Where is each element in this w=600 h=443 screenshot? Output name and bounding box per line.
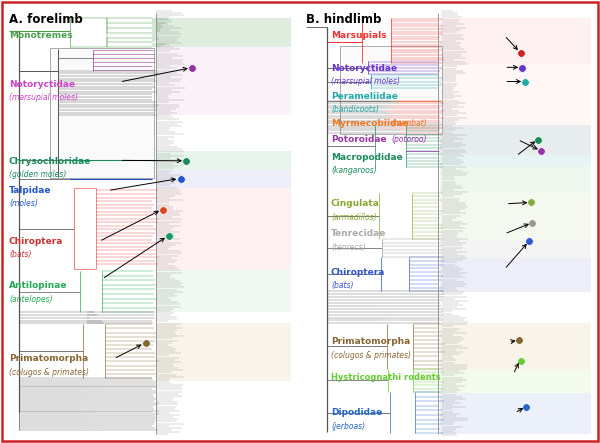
Text: Marsupials: Marsupials bbox=[331, 31, 386, 40]
Bar bbox=[440, 323, 591, 370]
Text: (moles): (moles) bbox=[9, 199, 38, 208]
Text: Antilopinae: Antilopinae bbox=[9, 281, 67, 290]
Text: (bandicoots): (bandicoots) bbox=[331, 105, 379, 114]
Text: Chiroptera: Chiroptera bbox=[331, 268, 385, 277]
Text: Hystricognathi rodents: Hystricognathi rodents bbox=[331, 373, 440, 382]
Text: (numbat): (numbat) bbox=[391, 119, 427, 128]
Bar bbox=[157, 188, 291, 270]
Text: Primatomorpha: Primatomorpha bbox=[331, 338, 410, 346]
Text: (armadillos): (armadillos) bbox=[331, 213, 377, 222]
Bar bbox=[157, 47, 291, 115]
Text: Myrmecobiidae: Myrmecobiidae bbox=[331, 119, 409, 128]
Text: (bats): (bats) bbox=[331, 281, 353, 290]
Text: (antelopes): (antelopes) bbox=[9, 295, 53, 303]
FancyBboxPatch shape bbox=[50, 48, 154, 178]
Bar bbox=[157, 170, 291, 188]
Text: (jerboas): (jerboas) bbox=[331, 422, 365, 431]
Text: (marsupial moles): (marsupial moles) bbox=[9, 93, 78, 102]
Text: (colugos & primates): (colugos & primates) bbox=[9, 368, 89, 377]
Bar bbox=[440, 393, 591, 434]
Text: (tenrecs): (tenrecs) bbox=[331, 243, 365, 252]
Text: Potoroidae: Potoroidae bbox=[331, 135, 386, 144]
Bar bbox=[440, 18, 591, 64]
Text: A. forelimb: A. forelimb bbox=[9, 13, 83, 26]
Text: (bats): (bats) bbox=[9, 250, 31, 259]
Text: Notoryctidae: Notoryctidae bbox=[331, 64, 397, 73]
Bar bbox=[440, 167, 591, 193]
Bar bbox=[440, 240, 591, 258]
Text: (potoroo): (potoroo) bbox=[391, 135, 427, 144]
Text: (kangaroos): (kangaroos) bbox=[331, 166, 377, 175]
Text: B. hindlimb: B. hindlimb bbox=[306, 13, 382, 26]
Text: Dipodidae: Dipodidae bbox=[331, 408, 382, 417]
Text: Chiroptera: Chiroptera bbox=[9, 237, 63, 246]
Bar bbox=[157, 151, 291, 170]
Text: Macropodidae: Macropodidae bbox=[331, 153, 403, 162]
Bar bbox=[440, 64, 591, 155]
FancyBboxPatch shape bbox=[340, 46, 442, 134]
Bar bbox=[157, 270, 291, 312]
Bar bbox=[440, 193, 591, 240]
Bar bbox=[440, 125, 591, 167]
Text: Monotremes: Monotremes bbox=[9, 31, 73, 40]
Bar bbox=[440, 370, 591, 393]
Text: Talpidae: Talpidae bbox=[9, 186, 52, 195]
Text: (golden moles): (golden moles) bbox=[9, 171, 66, 179]
Text: (marsupial moles): (marsupial moles) bbox=[331, 78, 400, 86]
Bar bbox=[157, 18, 291, 47]
Text: Primatomorpha: Primatomorpha bbox=[9, 354, 88, 363]
Text: Notoryctidae: Notoryctidae bbox=[9, 80, 75, 89]
Text: Perameliidae: Perameliidae bbox=[331, 92, 398, 101]
Text: (colugos & primates): (colugos & primates) bbox=[331, 351, 411, 360]
Bar bbox=[440, 258, 591, 292]
Bar bbox=[157, 323, 291, 381]
Text: Cingulata: Cingulata bbox=[331, 199, 380, 208]
Text: Tenrecidae: Tenrecidae bbox=[331, 229, 386, 238]
Text: Chrysochloridae: Chrysochloridae bbox=[9, 157, 91, 166]
